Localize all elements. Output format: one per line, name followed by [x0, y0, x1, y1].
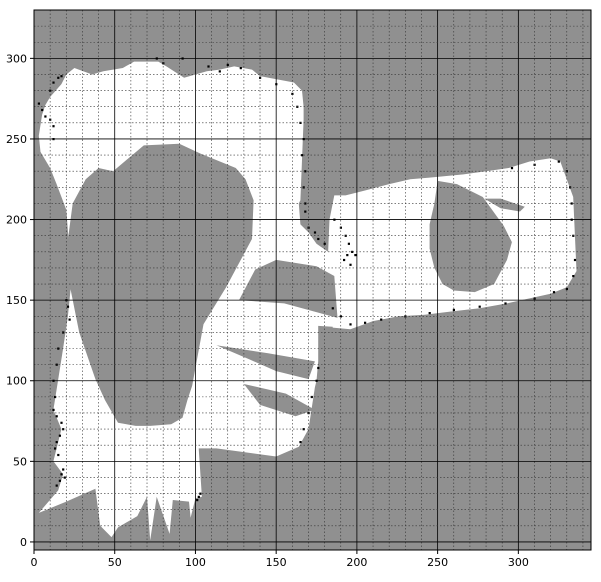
obstacle-cell — [55, 484, 58, 487]
obstacle-cell — [44, 115, 47, 118]
obstacle-cell — [57, 347, 60, 350]
obstacle-cell — [572, 275, 575, 278]
obstacle-cell — [570, 202, 573, 205]
obstacle-cell — [199, 492, 202, 495]
obstacle-cell — [452, 308, 455, 311]
obstacle-cell — [68, 318, 71, 321]
x-tick-label: 0 — [31, 556, 38, 569]
obstacle-cell — [349, 323, 352, 326]
obstacle-cell — [565, 287, 568, 291]
y-tick-label: 100 — [6, 375, 27, 388]
unknown-region — [429, 180, 512, 293]
obstacle-cell — [573, 258, 577, 262]
unknown-region — [239, 259, 338, 318]
obstacle-cell — [323, 242, 326, 245]
obstacle-cell — [60, 75, 63, 78]
obstacle-cell — [63, 476, 66, 479]
obstacle-cell — [58, 479, 61, 482]
obstacle-cell — [533, 297, 536, 300]
obstacle-cell — [57, 76, 60, 79]
obstacle-cell — [331, 307, 334, 310]
obstacle-cell — [197, 495, 200, 498]
obstacle-cell — [52, 125, 55, 128]
obstacle-cell — [346, 254, 349, 257]
obstacle-cell — [196, 499, 199, 502]
obstacle-cell — [313, 231, 317, 234]
obstacle-cell — [317, 237, 320, 241]
unknown-region — [216, 345, 315, 380]
y-tick-label: 50 — [13, 455, 27, 468]
unknown-region — [66, 143, 254, 426]
obstacle-cell — [291, 92, 294, 95]
obstacle-cell — [428, 312, 431, 315]
obstacle-cell — [343, 258, 346, 262]
obstacle-cell — [304, 202, 307, 205]
obstacle-cell — [52, 408, 55, 411]
x-tick-label: 100 — [185, 556, 206, 569]
obstacle-cell — [57, 453, 60, 457]
obstacle-cell — [349, 263, 352, 266]
x-tick-label: 250 — [427, 556, 448, 569]
unknown-region — [484, 198, 525, 212]
obstacle-cell — [304, 170, 307, 173]
y-tick-label: 200 — [6, 214, 27, 227]
obstacle-cell — [317, 366, 320, 370]
obstacle-cell — [478, 305, 481, 308]
obstacle-cell — [301, 154, 304, 157]
x-tick-label: 50 — [108, 556, 122, 569]
y-tick-label: 300 — [6, 52, 27, 65]
unknown-region — [243, 384, 315, 417]
map-regions — [37, 57, 577, 541]
obstacle-cell — [347, 242, 350, 245]
obstacle-cell — [299, 441, 302, 444]
x-tick-label: 200 — [346, 556, 367, 569]
plot-frame — [33, 9, 592, 551]
obstacle-cell — [510, 167, 514, 170]
x-tick-label: 300 — [508, 556, 529, 569]
y-tick-label: 150 — [6, 294, 27, 307]
obstacle-cell — [339, 315, 342, 318]
obstacle-cell — [37, 102, 40, 105]
obstacle-cell — [54, 447, 57, 450]
obstacle-cell — [207, 65, 210, 68]
obstacle-cell — [55, 363, 58, 366]
obstacle-cell — [55, 415, 58, 418]
obstacle-cell — [304, 210, 307, 213]
y-axis: 0 50 100 150 200 250 300 — [6, 52, 34, 549]
obstacle-cell — [60, 473, 63, 476]
obstacle-cell — [380, 318, 383, 321]
obstacle-cell — [354, 254, 357, 257]
y-tick-label: 250 — [6, 133, 27, 146]
y-tick-label: 0 — [20, 536, 27, 549]
obstacle-cell — [58, 434, 61, 437]
obstacle-cell — [60, 421, 63, 424]
obstacle-cell — [351, 250, 354, 253]
obstacle-cell — [62, 468, 65, 471]
obstacle-cell — [557, 160, 560, 163]
obstacle-cell — [552, 291, 556, 294]
obstacle-cell — [364, 321, 367, 324]
obstacle-cell — [55, 441, 58, 444]
obstacle-cell — [41, 108, 44, 112]
obstacle-cell — [504, 302, 507, 305]
x-tick-label: 150 — [266, 556, 287, 569]
obstacle-cell — [218, 70, 221, 73]
obstacle-cell — [52, 81, 55, 84]
obstacle-cell — [66, 305, 70, 308]
x-axis: 0 50 100 150 200 250 300 — [31, 550, 529, 569]
obstacle-cell — [226, 63, 229, 66]
obstacle-cell — [239, 67, 242, 70]
